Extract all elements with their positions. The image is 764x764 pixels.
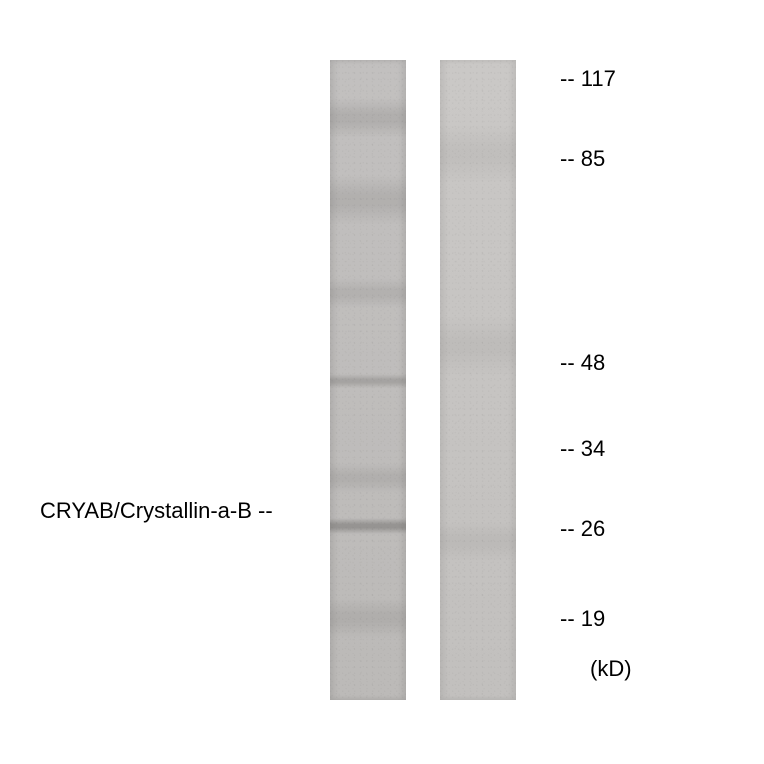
- mw-marker-value: 117: [581, 66, 616, 91]
- target-band-text: CRYAB/Crystallin-a-B: [40, 498, 252, 523]
- mw-marker-tick: --: [560, 146, 581, 171]
- target-band-label: CRYAB/Crystallin-a-B --: [40, 498, 273, 524]
- mw-marker: -- 117: [560, 66, 616, 92]
- mw-marker-tick: --: [560, 436, 581, 461]
- mw-marker: -- 26: [560, 516, 605, 542]
- blot-lane: [440, 60, 516, 700]
- lane-grain: [440, 60, 516, 700]
- mw-marker: -- 85: [560, 146, 605, 172]
- mw-marker-tick: --: [560, 516, 581, 541]
- mw-marker: -- 34: [560, 436, 605, 462]
- mw-marker-tick: --: [560, 606, 581, 631]
- target-band-tick: --: [258, 498, 273, 523]
- unit-text: (kD): [590, 656, 632, 681]
- lane-grain: [330, 60, 406, 700]
- mw-marker-tick: --: [560, 66, 581, 91]
- blot-lane: [330, 60, 406, 700]
- blot-figure: CRYAB/Crystallin-a-B -- -- 117-- 85-- 48…: [0, 0, 764, 764]
- mw-marker-value: 85: [581, 146, 605, 171]
- mw-marker-value: 26: [581, 516, 605, 541]
- mw-marker: -- 48: [560, 350, 605, 376]
- mw-marker-value: 34: [581, 436, 605, 461]
- mw-marker: -- 19: [560, 606, 605, 632]
- mw-marker-value: 19: [581, 606, 605, 631]
- mw-marker-tick: --: [560, 350, 581, 375]
- mw-marker-value: 48: [581, 350, 605, 375]
- unit-label: (kD): [590, 656, 632, 682]
